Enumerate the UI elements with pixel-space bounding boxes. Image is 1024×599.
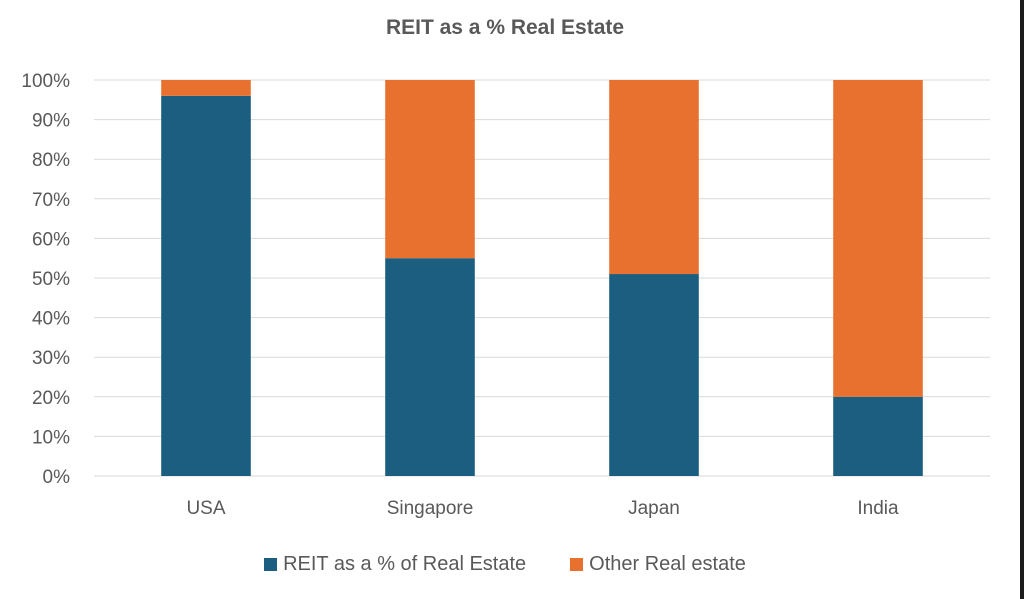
y-tick-label: 10%: [32, 427, 70, 448]
y-tick-label: 0%: [43, 467, 71, 488]
bar-japan-series-1: [609, 80, 699, 275]
y-tick-label: 40%: [32, 309, 70, 330]
legend-label-reit: REIT as a % of Real Estate: [283, 553, 527, 575]
bar-usa-series-0: [161, 95, 251, 476]
y-tick-label: 80%: [32, 150, 70, 171]
legend-label-other: Other Real estate: [589, 553, 746, 575]
legend-swatch-other: [570, 558, 584, 571]
x-tick-label: Singapore: [387, 498, 474, 519]
chart-title: REIT as a % Real Estate: [385, 16, 625, 39]
y-tick-label: 100%: [21, 71, 70, 92]
bar-usa-series-1: [161, 80, 251, 96]
legend-swatch-reit: [264, 558, 278, 571]
y-tick-label: 50%: [32, 269, 70, 290]
x-tick-label: India: [857, 498, 899, 519]
bar-singapore-series-1: [385, 80, 475, 259]
bar-india-series-1: [833, 80, 923, 397]
y-tick-label: 60%: [32, 229, 70, 250]
bar-singapore-series-0: [385, 258, 475, 476]
legend: REIT as a % of Real Estate Other Real es…: [0, 553, 1010, 576]
y-tick-label: 90%: [32, 111, 70, 132]
y-tick-label: 20%: [32, 388, 70, 409]
bar-japan-series-0: [609, 274, 699, 476]
legend-item-reit: REIT as a % of Real Estate: [264, 553, 526, 576]
y-tick-label: 70%: [32, 190, 70, 211]
y-tick-label: 30%: [32, 348, 70, 369]
legend-item-other: Other Real estate: [570, 553, 746, 576]
x-tick-label: Japan: [628, 498, 680, 519]
bar-india-series-0: [833, 396, 923, 476]
x-tick-label: USA: [186, 498, 225, 519]
